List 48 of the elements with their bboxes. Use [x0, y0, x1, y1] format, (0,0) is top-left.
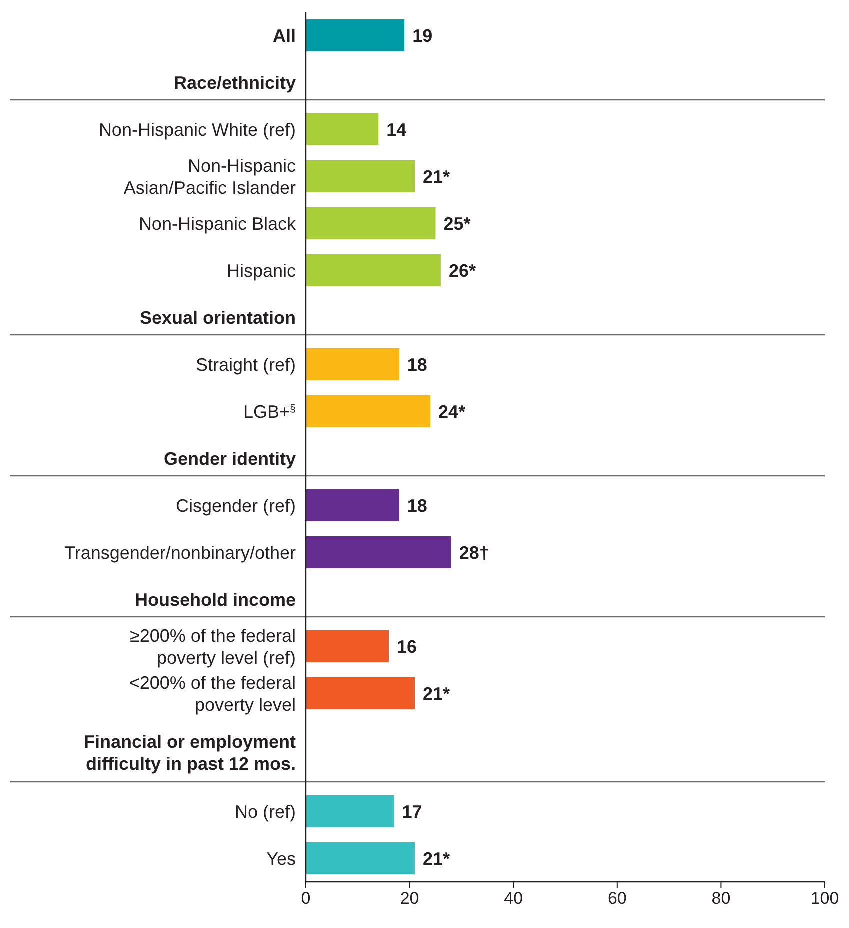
- bar: [306, 20, 405, 52]
- x-tick-label: 0: [301, 889, 311, 908]
- bar: [306, 160, 415, 192]
- y-tick-label: Transgender/nonbinary/other: [64, 542, 296, 563]
- bar: [306, 254, 441, 286]
- data-label: 21*: [422, 848, 450, 869]
- data-label: 24*: [438, 402, 466, 422]
- y-tick-label: Hispanic: [226, 260, 296, 281]
- bar: [306, 490, 400, 522]
- y-tick-label: ≥200% of the federal poverty level (ref): [130, 626, 296, 668]
- y-tick-label: Cisgender (ref): [176, 496, 296, 516]
- y-tick-label: All: [272, 26, 296, 46]
- data-label: 25*: [444, 214, 471, 234]
- y-tick-label: Straight (ref): [196, 354, 296, 375]
- data-label: 21*: [422, 166, 450, 187]
- bar: [306, 678, 415, 710]
- y-tick-label: LGB+$^{§}$: [243, 402, 296, 422]
- y-tick-label: Sexual orientation: [140, 308, 296, 328]
- data-label: 21*: [422, 684, 450, 704]
- bar: [306, 114, 379, 146]
- data-label: 14: [386, 120, 407, 140]
- y-tick-label: Gender identity: [164, 448, 296, 469]
- data-label: 17: [402, 802, 422, 822]
- bar: [306, 630, 390, 662]
- bar: [306, 536, 452, 568]
- x-tick-label: 100: [810, 889, 840, 908]
- x-tick-label: 80: [712, 889, 731, 908]
- bar: [306, 208, 436, 240]
- data-label: 16: [397, 636, 418, 657]
- data-label: 19: [412, 26, 433, 46]
- data-label: 26*: [448, 260, 476, 281]
- y-tick-label: No (ref): [234, 802, 296, 822]
- y-tick-label: Household income: [134, 590, 296, 610]
- x-tick-label: 40: [504, 889, 524, 908]
- x-tick-label: 20: [400, 889, 420, 908]
- y-tick-label: Non-Hispanic Asian/Pacific Islander: [124, 156, 296, 198]
- data-label: 18: [407, 354, 428, 375]
- data-label: 28†: [459, 542, 490, 563]
- y-tick-label: Race/ethnicity: [174, 72, 296, 93]
- y-tick-label: Yes: [266, 848, 296, 869]
- y-tick-label: Financial or employment difficulty in past 12 mos.: [84, 732, 296, 774]
- bar: [306, 348, 400, 380]
- y-tick-label: <200% of the federal poverty level: [129, 672, 296, 715]
- bar: [306, 396, 431, 428]
- x-tick-label: 60: [608, 889, 627, 908]
- y-tick-label: Non-Hispanic Black: [138, 214, 297, 234]
- data-label: 18: [407, 496, 428, 516]
- y-tick-label: Non-Hispanic White (ref): [98, 120, 296, 140]
